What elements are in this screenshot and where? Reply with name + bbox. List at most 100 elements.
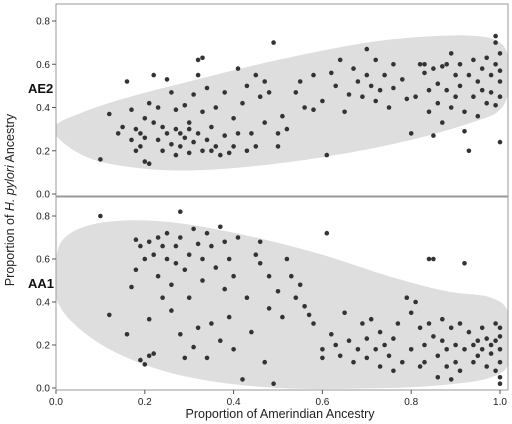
data-point: [422, 62, 427, 67]
data-point: [377, 87, 383, 93]
data-point: [155, 105, 161, 110]
data-point: [471, 94, 476, 99]
data-point: [355, 79, 361, 84]
data-point: [151, 252, 156, 257]
data-point: [453, 72, 458, 78]
data-point: [497, 79, 503, 84]
data-point: [169, 308, 174, 313]
data-point: [453, 94, 458, 99]
data-point: [186, 252, 192, 257]
data-point: [302, 105, 307, 110]
data-point: [213, 144, 219, 149]
data-point: [426, 109, 432, 115]
y-axis-title-part-3: Ancestry: [3, 113, 17, 165]
data-point: [186, 150, 192, 156]
data-point: [324, 152, 330, 158]
data-point: [257, 261, 263, 266]
data-point: [151, 120, 156, 125]
data-point: [479, 347, 485, 352]
data-point: [151, 72, 156, 78]
data-point: [284, 126, 290, 132]
data-point: [240, 100, 245, 106]
data-point: [431, 256, 436, 262]
y-axis-title-part-2: H. pylori: [3, 164, 17, 211]
y-tick-label: 0.6: [36, 255, 50, 266]
data-point: [133, 267, 139, 273]
data-point: [164, 230, 170, 236]
data-point: [262, 120, 268, 125]
data-point: [146, 353, 152, 359]
data-point: [275, 144, 281, 149]
data-point: [364, 72, 370, 78]
data-point: [293, 90, 299, 95]
data-point: [178, 209, 183, 214]
data-point: [413, 94, 418, 99]
data-point: [462, 261, 467, 266]
data-point: [244, 148, 250, 154]
panel-label: AE2: [28, 81, 53, 96]
data-point: [115, 131, 121, 136]
data-point: [129, 284, 134, 290]
data-point: [257, 94, 263, 99]
data-point: [408, 310, 414, 316]
data-point: [497, 375, 503, 380]
data-point: [169, 90, 174, 95]
data-point: [204, 230, 210, 236]
data-point: [493, 321, 498, 326]
data-point: [444, 62, 450, 67]
data-point: [138, 144, 143, 149]
data-point: [395, 321, 401, 326]
data-point: [204, 85, 210, 91]
data-point: [382, 342, 387, 348]
data-point: [169, 282, 174, 288]
data-point: [191, 139, 196, 145]
data-point: [391, 85, 396, 91]
data-point: [146, 100, 152, 106]
x-tick-label: 0.2: [138, 397, 152, 408]
data-point: [98, 213, 103, 219]
data-point: [222, 286, 227, 292]
y-tick-label: 0.0: [36, 384, 50, 395]
data-point: [155, 137, 161, 143]
data-point: [155, 235, 161, 240]
data-point: [235, 235, 241, 240]
data-point: [368, 316, 374, 322]
data-point: [160, 243, 165, 249]
data-point: [355, 347, 361, 352]
data-point: [226, 314, 232, 320]
data-point: [173, 152, 179, 158]
data-point: [146, 316, 152, 322]
data-point: [435, 375, 441, 380]
data-point: [213, 105, 219, 110]
data-point: [462, 347, 467, 352]
data-point: [484, 364, 490, 369]
data-point: [497, 347, 503, 352]
data-point: [182, 355, 188, 361]
data-point: [249, 329, 254, 335]
data-point: [138, 243, 143, 249]
data-point: [262, 359, 268, 365]
data-point: [386, 105, 392, 110]
data-point: [364, 336, 370, 341]
data-point: [160, 295, 165, 301]
data-point: [244, 295, 250, 301]
data-point: [497, 325, 503, 331]
data-point: [235, 66, 241, 71]
data-point: [204, 355, 210, 361]
data-point: [249, 131, 254, 136]
data-point: [186, 120, 192, 125]
y-tick-label: 0.8: [36, 17, 50, 28]
data-point: [191, 226, 196, 232]
data-point: [497, 381, 503, 387]
data-point: [324, 230, 330, 236]
data-point: [444, 364, 450, 369]
data-point: [337, 353, 343, 359]
data-point: [151, 351, 156, 356]
data-point: [453, 342, 458, 348]
data-point: [360, 321, 365, 326]
data-point: [488, 342, 494, 348]
panel-label: AA1: [28, 276, 54, 291]
data-point: [129, 107, 134, 112]
data-point: [462, 109, 467, 115]
data-point: [231, 273, 236, 279]
